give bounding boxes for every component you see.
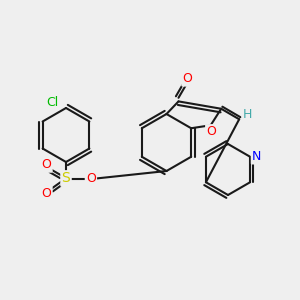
Text: O: O (206, 125, 216, 138)
Text: Cl: Cl (46, 96, 58, 109)
Text: N: N (252, 150, 261, 163)
Text: O: O (183, 72, 192, 86)
Text: O: O (42, 187, 51, 200)
Text: O: O (86, 172, 96, 185)
Text: S: S (61, 172, 70, 185)
Text: H: H (243, 108, 252, 121)
Text: O: O (42, 158, 51, 172)
